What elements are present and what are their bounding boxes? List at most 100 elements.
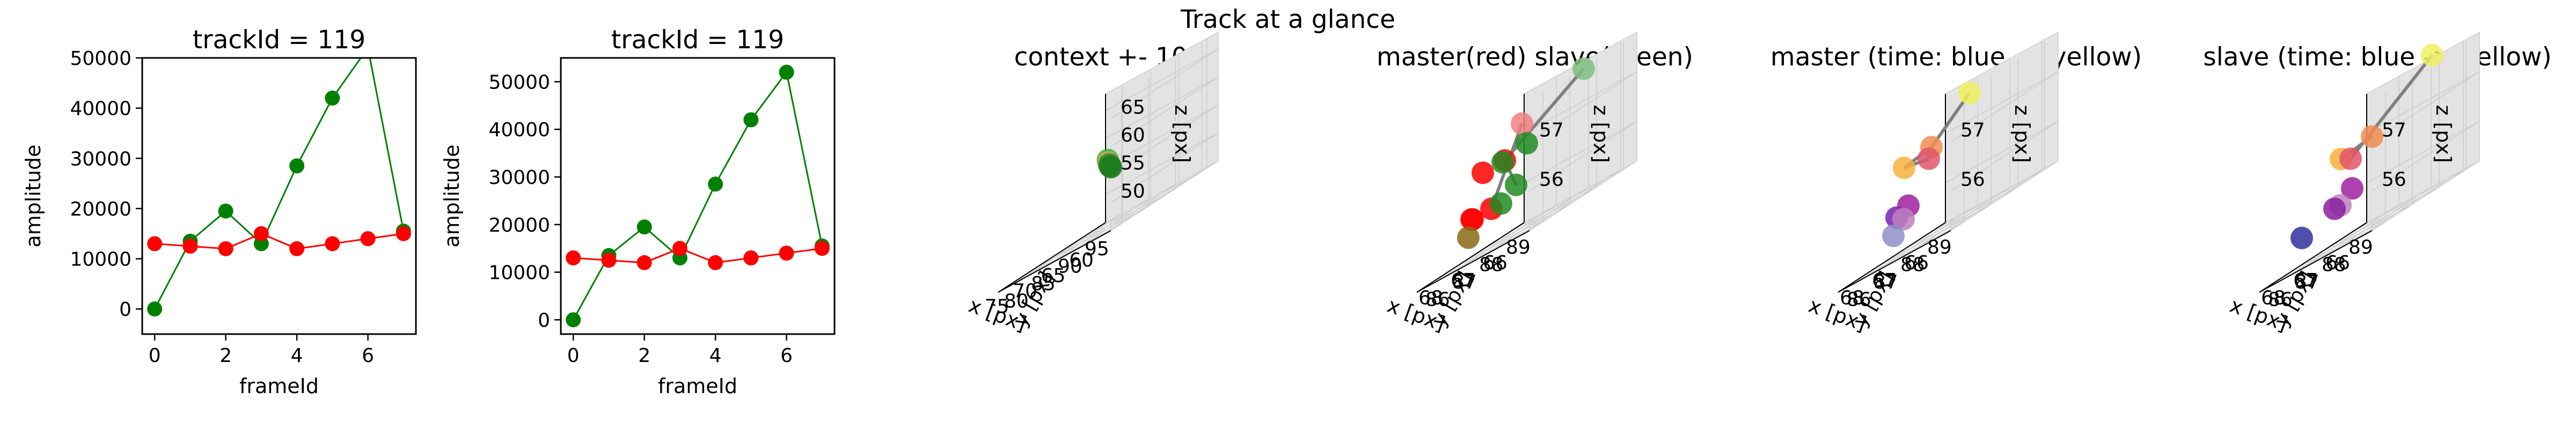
data-point-9: [1490, 192, 1512, 215]
z-tick-label: 57: [2382, 119, 2406, 141]
x-axis-label: frameId: [658, 374, 737, 398]
y-tick-label: 87: [2295, 271, 2319, 293]
x-tick-label: 68: [1418, 287, 1443, 309]
grid-line-z: [1945, 71, 2059, 142]
y-tick-label: 86: [1847, 289, 1871, 310]
grid-line-y: [2326, 58, 2440, 249]
chart-title: trackId = 119: [611, 25, 784, 55]
y-tick-label: 89: [2348, 236, 2373, 258]
x-tick-label: 66: [1904, 252, 1929, 274]
data-point-green-4: [289, 158, 305, 174]
data-point-5: [1491, 151, 1514, 174]
y-tick-label: 40000: [488, 119, 550, 141]
data-point-2: [1516, 132, 1538, 155]
z-axis-label: z [px]: [2010, 105, 2034, 162]
z-tick-label: 57: [1960, 119, 1985, 141]
grid-line-z: [1105, 48, 1219, 119]
x-tick-label: 2: [638, 345, 650, 367]
y-tick-label: 20000: [488, 214, 550, 236]
grid-line-y: [1931, 41, 2045, 232]
grid-line-y: [1457, 76, 1570, 267]
data-point-red-2: [218, 241, 233, 256]
data-point-7: [2290, 226, 2313, 249]
x-tick-label: 2: [219, 345, 232, 367]
z-tick-label: 65: [1121, 97, 1145, 119]
y-tick-label: 30000: [488, 167, 550, 189]
y-tick-label: 85: [1031, 273, 1056, 295]
grid-line-z: [1945, 121, 2059, 191]
grid-line-y: [1905, 58, 2018, 249]
x-tick-label: 68: [1840, 287, 1864, 309]
data-point-green-0: [147, 301, 163, 317]
plot-area: [566, 64, 830, 328]
x-tick-label: 0: [567, 345, 580, 367]
y-tick-label: 10000: [488, 262, 550, 284]
data-point-6: [2323, 197, 2346, 220]
grid-line-y: [2272, 93, 2386, 284]
series-line-green: [153, 58, 405, 309]
x-tick-label: 66: [1483, 252, 1507, 274]
y-tick-label: 89: [1927, 236, 1952, 258]
y-tick-label: 0: [119, 299, 131, 321]
data-point-1: [1511, 112, 1533, 135]
z-tick-label: 56: [1960, 169, 1985, 191]
x-tick-label: 6: [780, 345, 793, 367]
data-point-7: [1882, 224, 1905, 247]
data-point-10: [1460, 208, 1483, 231]
z-tick-label: 56: [1539, 169, 1564, 191]
data-point-red-6: [360, 231, 376, 247]
y-tick-label: 30000: [70, 148, 131, 170]
x-tick-label: 66: [2325, 252, 2350, 274]
data-point-red-7: [814, 241, 830, 256]
grid-line-z: [1105, 76, 1219, 147]
data-point-green-2: [636, 219, 652, 235]
grid-line-z: [1524, 121, 1637, 191]
data-point-6: [1505, 173, 1527, 196]
x-tick-label: 67: [1872, 270, 1897, 292]
data-point-4: [1100, 156, 1122, 179]
series-line-green: [572, 70, 823, 321]
y-tick-label: 10000: [70, 249, 131, 271]
y-tick-label: 87: [1874, 271, 1898, 293]
grid-line-y: [2353, 41, 2467, 232]
y-tick-label: 50000: [488, 71, 550, 93]
panel-amplitude-2: 0 2 4 6 0 10000 20000 30000 40000 50000 trackId = …: [440, 25, 836, 398]
x-tick-label: 68: [2261, 287, 2286, 309]
data-point-4: [2341, 177, 2363, 200]
data-point-green-2: [218, 203, 233, 219]
x-tick-label: 4: [709, 345, 722, 367]
data-point-6: [1892, 208, 1915, 231]
data-point-0: [1958, 82, 1981, 105]
chart-title: trackId = 119: [193, 25, 365, 55]
y-axis-line: [998, 222, 1106, 293]
grid-line-y: [1483, 58, 1597, 249]
y-tick-label: 0: [538, 309, 550, 331]
y-axis-line: [1838, 222, 1946, 293]
grid-line-y: [2299, 76, 2413, 267]
data-point-green-6: [779, 64, 794, 80]
x-tick-label: 6: [362, 345, 374, 367]
grid-line-y: [1062, 60, 1176, 251]
x-tick-label: 67: [2293, 270, 2318, 292]
y-tick-label: 89: [1506, 236, 1531, 258]
grid-line-z: [1524, 71, 1637, 142]
data-point-red-4: [708, 255, 723, 270]
grid-line-z: [2366, 71, 2480, 142]
data-point-red-5: [325, 236, 340, 252]
data-point-red-0: [566, 250, 581, 265]
z-tick-label: 50: [1121, 180, 1145, 202]
data-point-red-3: [253, 226, 269, 241]
data-point-3: [2339, 147, 2362, 171]
z-axis-label: z [px]: [1589, 105, 1613, 162]
y-tick-label: 87: [1452, 271, 1477, 293]
chart-title: master (time: blue -> yellow): [1770, 42, 2142, 72]
y-tick-label: 86: [1425, 289, 1450, 310]
data-point-red-0: [147, 236, 163, 252]
panel-3d-slave-time: slave (time: blue -> yellow) 66 67 68868788…: [2203, 31, 2552, 336]
y-tick-label: 88: [1479, 254, 1504, 276]
data-point-green-5: [743, 112, 759, 128]
data-point-red-1: [182, 239, 198, 254]
data-point-red-2: [636, 255, 652, 270]
